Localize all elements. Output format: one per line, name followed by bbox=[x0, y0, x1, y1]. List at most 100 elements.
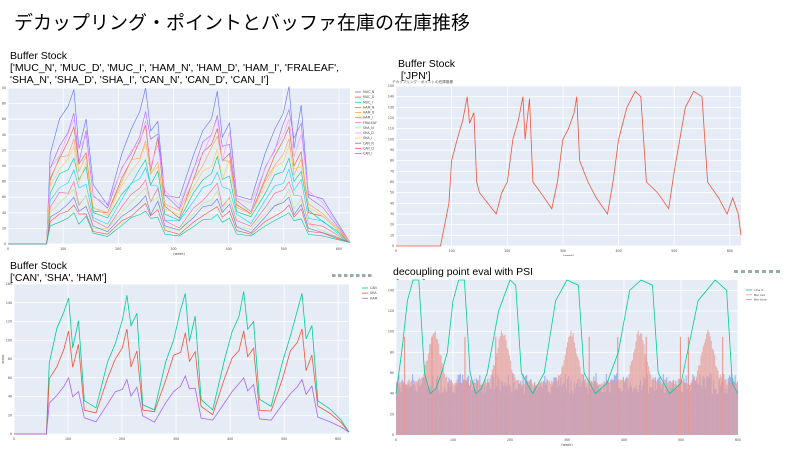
y-tick-label: 80 bbox=[390, 350, 394, 354]
bar-red bbox=[433, 332, 435, 435]
bar-red bbox=[633, 352, 635, 435]
bar-red bbox=[456, 379, 458, 435]
bar-red bbox=[443, 373, 446, 435]
bar-red bbox=[695, 376, 697, 435]
bar-red bbox=[516, 379, 518, 435]
y-tick-label: 20 bbox=[390, 412, 394, 416]
legend-entry: HAM bbox=[370, 296, 378, 300]
bar-red bbox=[405, 384, 407, 435]
bar-red bbox=[565, 347, 567, 435]
bar-red bbox=[560, 373, 562, 435]
bar-red bbox=[637, 330, 639, 435]
bar-red bbox=[696, 370, 699, 435]
panel-title-2: Buffer Stock ['JPN'] bbox=[398, 58, 456, 82]
y-tick-label: 100 bbox=[388, 330, 394, 334]
series-line-can bbox=[14, 291, 350, 435]
bar-red bbox=[465, 381, 467, 435]
bar-red bbox=[482, 383, 484, 435]
bar-red bbox=[659, 382, 661, 435]
bar-red bbox=[674, 383, 676, 435]
y-tick-label: 70 bbox=[390, 169, 394, 173]
bar-red bbox=[458, 382, 460, 435]
series-line-fraleaf bbox=[8, 179, 351, 245]
bar-red bbox=[427, 353, 430, 435]
bar-red bbox=[414, 381, 416, 435]
bar-red bbox=[528, 381, 530, 435]
bar-red bbox=[476, 379, 479, 435]
bar-red bbox=[447, 381, 449, 435]
bar-red bbox=[734, 381, 736, 435]
bar-red bbox=[649, 371, 651, 435]
y-tick-label: 140 bbox=[2, 133, 6, 137]
bar-red bbox=[611, 380, 613, 435]
bar-red bbox=[719, 374, 721, 435]
modebar-icon bbox=[368, 274, 372, 277]
bar-red bbox=[540, 381, 542, 435]
x-tick-label: 200 bbox=[504, 249, 510, 253]
bar-red bbox=[413, 379, 415, 435]
y-tick-label: 120 bbox=[388, 309, 394, 313]
legend-box bbox=[744, 286, 798, 304]
bar-red bbox=[646, 361, 648, 435]
bar-red bbox=[650, 374, 652, 435]
bar-red bbox=[593, 380, 595, 435]
bar-red bbox=[490, 375, 492, 435]
x-tick-label: 200 bbox=[115, 247, 121, 251]
bar-red bbox=[710, 340, 712, 435]
bar-red bbox=[425, 361, 427, 435]
bar-red bbox=[397, 383, 399, 435]
bar-red bbox=[638, 335, 640, 435]
bar-spike bbox=[495, 336, 497, 435]
legend-entry: MUC_I bbox=[363, 100, 373, 104]
bar-red bbox=[682, 381, 684, 435]
bar-red bbox=[677, 379, 679, 435]
y-tick-label: 100 bbox=[6, 338, 12, 342]
y-tick-label: 40 bbox=[8, 395, 12, 399]
bar-spike bbox=[403, 336, 406, 435]
bar-red bbox=[572, 333, 574, 435]
bar-red bbox=[604, 382, 606, 435]
x-tick-label: 600 bbox=[727, 249, 733, 253]
bar-red bbox=[578, 360, 580, 435]
bar-red bbox=[733, 384, 735, 435]
bar-red bbox=[701, 351, 703, 435]
bar-red bbox=[627, 378, 629, 435]
bar-red bbox=[544, 382, 546, 435]
bar-red bbox=[543, 383, 545, 435]
bar-red bbox=[654, 381, 656, 435]
bar-red bbox=[504, 334, 506, 435]
bar-red bbox=[730, 383, 732, 435]
x-tick-label: 300 bbox=[173, 437, 179, 441]
bar-red bbox=[557, 374, 560, 435]
bar-red bbox=[683, 381, 685, 435]
bar-red bbox=[442, 367, 444, 435]
bar-red bbox=[728, 383, 731, 435]
bar-red bbox=[409, 381, 411, 435]
inner-chart-title: デカップリング・ポイントの在庫推移 bbox=[392, 80, 453, 84]
y-axis-label: stock bbox=[2, 354, 5, 363]
bar-red bbox=[440, 355, 442, 435]
bar-red bbox=[692, 379, 694, 435]
bar-red bbox=[500, 330, 503, 435]
bar-red bbox=[690, 383, 692, 435]
bar-red bbox=[658, 384, 660, 435]
bar-red bbox=[449, 379, 451, 435]
bar-red bbox=[451, 382, 453, 435]
bar-red bbox=[725, 379, 727, 435]
bar-red bbox=[699, 365, 701, 435]
bar-red bbox=[417, 381, 419, 435]
bar-red bbox=[432, 333, 434, 435]
slide-title: デカップリング・ポイントとバッファ在庫の在庫推移 bbox=[14, 12, 471, 34]
bar-red bbox=[590, 380, 593, 435]
bar-red bbox=[408, 379, 410, 435]
bar-red bbox=[600, 384, 602, 435]
bar-red bbox=[426, 360, 428, 435]
bar-red bbox=[512, 372, 514, 435]
bar-red bbox=[521, 384, 523, 435]
x-tick-label: 400 bbox=[227, 437, 233, 441]
bar-red bbox=[587, 378, 589, 435]
modebar-icon bbox=[769, 270, 773, 273]
chart-buffer-stock-can-sha-ham: 0 100 200 300 400 500 600 0 20 40 60 80 100 120 140 160… bbox=[2, 274, 378, 441]
y-axis-label: stock bbox=[386, 161, 387, 170]
bar-red bbox=[422, 376, 424, 435]
